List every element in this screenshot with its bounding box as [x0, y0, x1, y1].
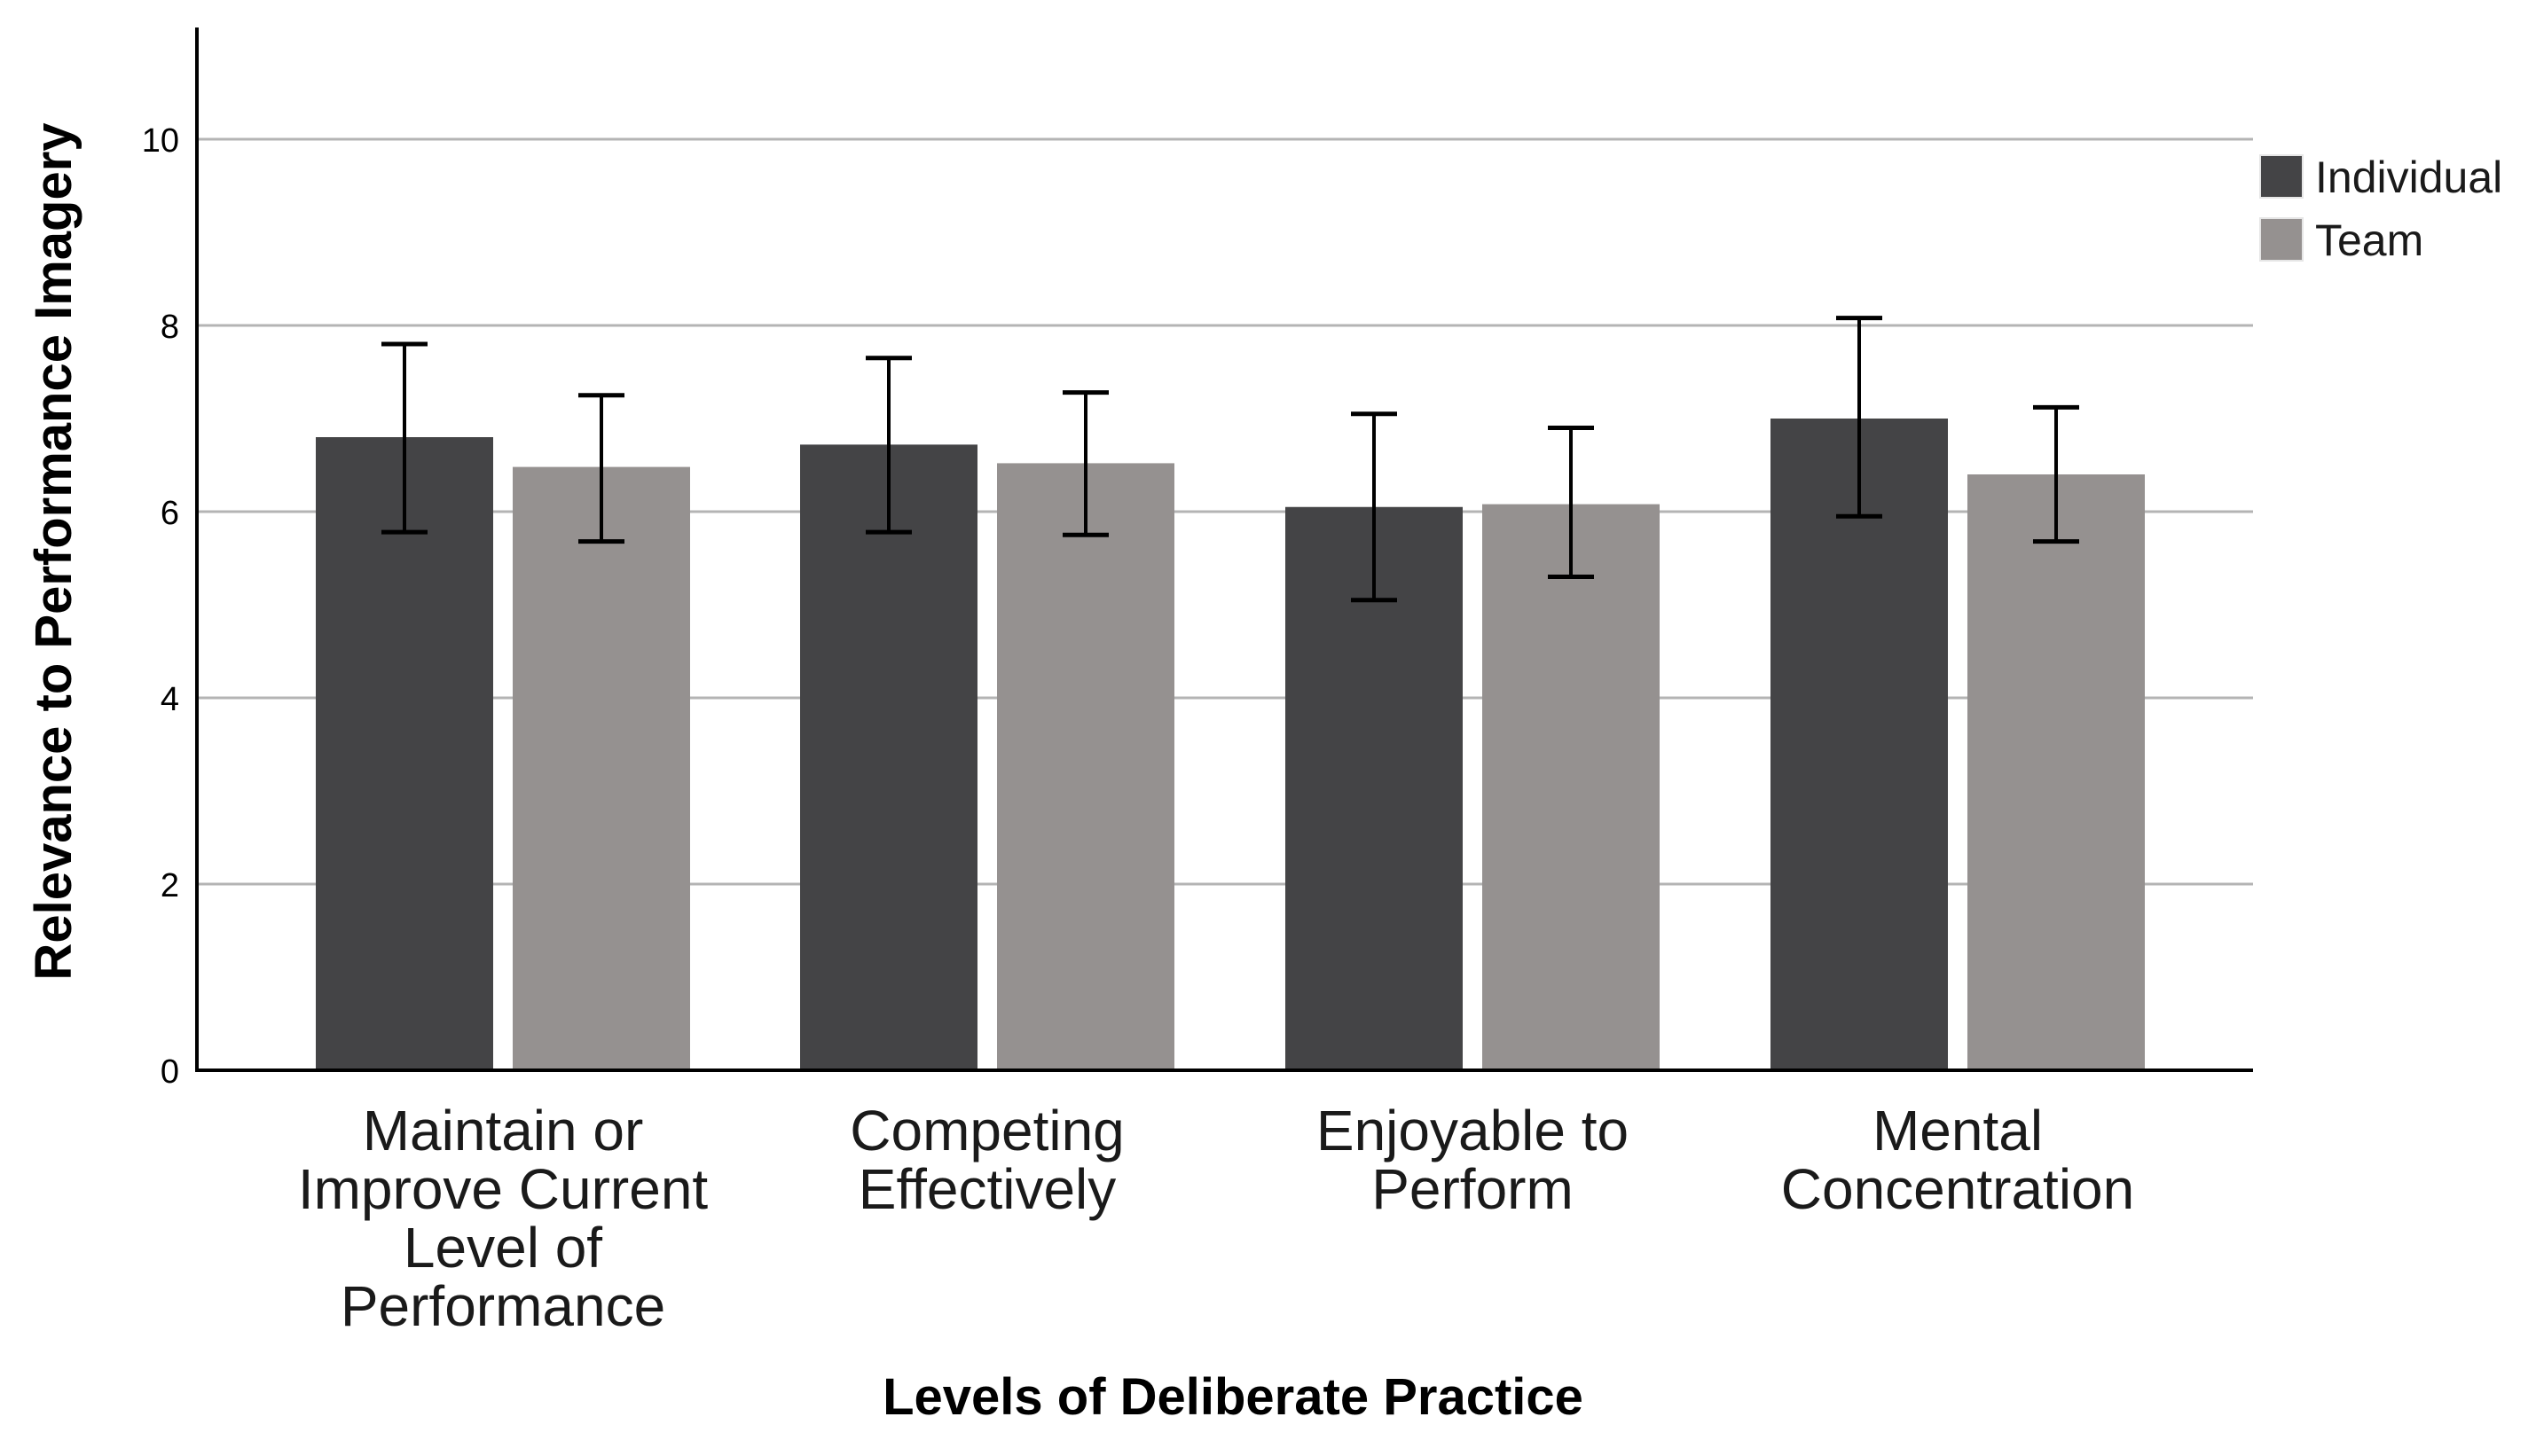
x-axis-title: Levels of Deliberate Practice	[883, 1368, 1583, 1426]
x-category-label-4: Mental Concentration	[1781, 1099, 2134, 1221]
bar-team-3	[1482, 504, 1660, 1070]
bar-team-4	[1967, 474, 2145, 1070]
x-category-labels: Maintain or Improve Current Level of Perfor…	[298, 1099, 2134, 1338]
x-category-label-line: Performance	[341, 1274, 665, 1338]
axes	[195, 27, 2253, 1072]
legend-swatch-team	[2259, 217, 2304, 262]
x-category-label-3: Enjoyable to Perform	[1316, 1099, 1629, 1221]
bar-individual-1	[316, 437, 493, 1070]
bars	[316, 419, 2145, 1070]
y-axis-title: Relevance to Performance Imagery	[25, 122, 82, 980]
x-category-label-line: Maintain or	[363, 1099, 644, 1162]
legend-swatch-individual	[2259, 154, 2304, 199]
y-tick-labels: 0 2 4 6 8 10	[142, 122, 179, 1091]
y-tick-label-4: 4	[161, 681, 179, 718]
y-tick-label-8: 8	[161, 309, 179, 346]
x-category-label-line: Level of	[404, 1216, 602, 1280]
x-category-label-line: Effectively	[859, 1157, 1117, 1221]
x-category-label-line: Perform	[1371, 1157, 1574, 1221]
x-category-label-2: Competing Effectively	[850, 1099, 1125, 1221]
bar-team-2	[997, 463, 1174, 1070]
bar-individual-2	[800, 444, 977, 1070]
x-category-label-line: Mental	[1872, 1099, 2043, 1162]
legend-label-individual: Individual	[2315, 153, 2502, 202]
x-category-label-line: Improve Current	[298, 1157, 709, 1221]
error-bars	[381, 316, 2079, 603]
y-tick-label-2: 2	[161, 867, 179, 904]
legend-label-team: Team	[2315, 215, 2423, 265]
x-category-label-line: Enjoyable to	[1316, 1099, 1629, 1162]
x-category-label-1: Maintain or Improve Current Level of Perfor…	[298, 1099, 709, 1338]
y-tick-label-6: 6	[161, 495, 179, 532]
x-category-label-line: Concentration	[1781, 1157, 2134, 1221]
legend: Individual Team	[2259, 153, 2502, 265]
y-tick-label-10: 10	[142, 122, 179, 160]
y-tick-label-0: 0	[161, 1053, 179, 1091]
bar-individual-4	[1770, 419, 1948, 1070]
bar-team-1	[513, 466, 690, 1070]
x-category-label-line: Competing	[850, 1099, 1125, 1162]
